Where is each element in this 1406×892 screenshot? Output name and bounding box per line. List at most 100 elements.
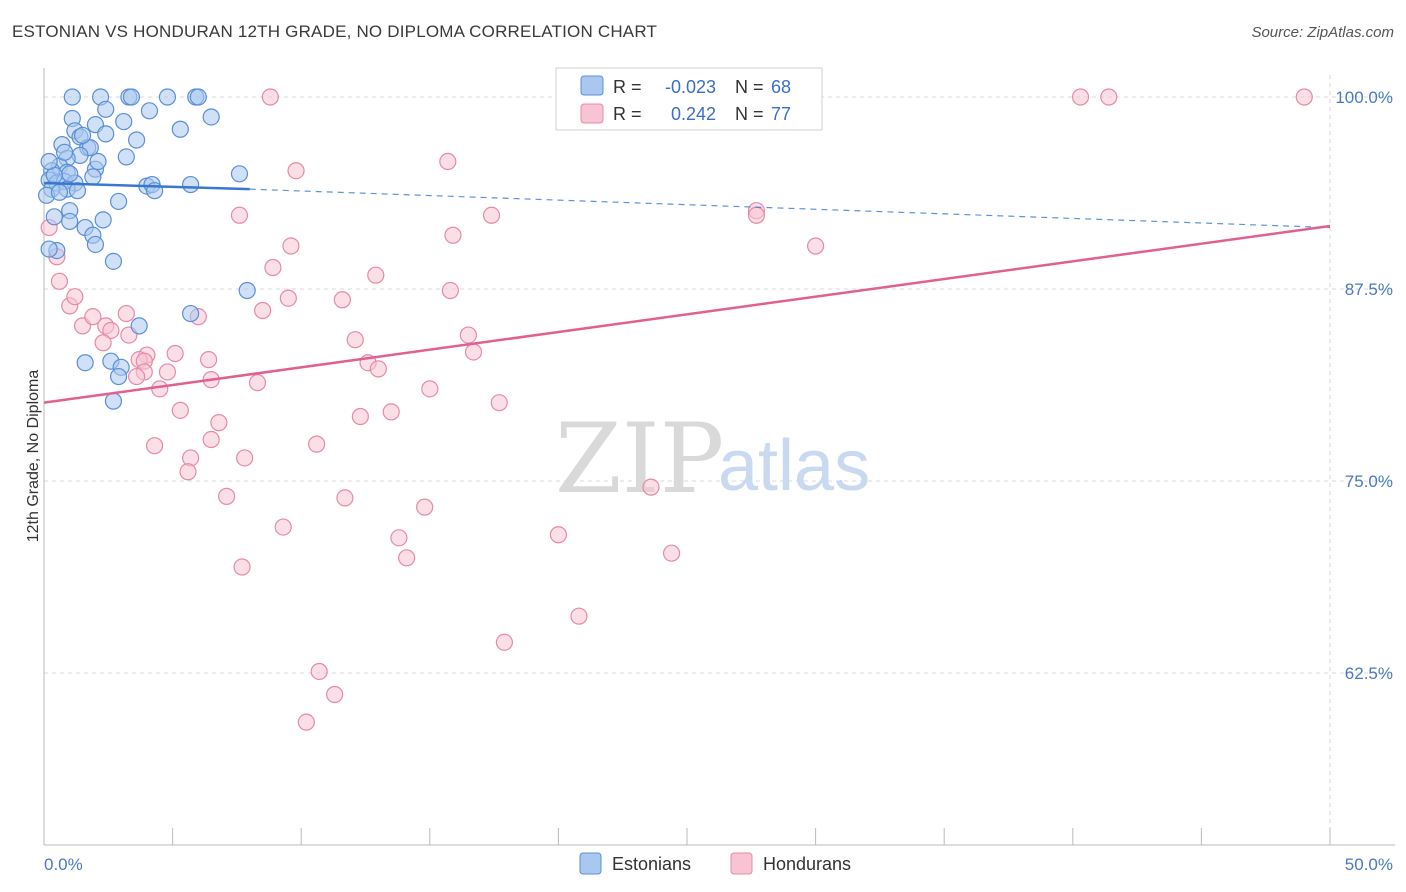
estonian-point-15 (97, 125, 115, 143)
bottom-legend-hondurans-swatch (730, 852, 753, 875)
honduran-point-63 (336, 489, 354, 507)
watermark: ZIP atlas (555, 403, 870, 515)
estonian-point-44 (40, 240, 58, 258)
estonian-point-4 (158, 88, 177, 106)
honduran-point-50 (490, 394, 508, 412)
legend-r-label-hondurans: R = (613, 104, 642, 124)
estonian-point-7 (97, 100, 115, 118)
honduran-point-8 (230, 206, 249, 224)
x-tick-label-0: 0.0% (44, 855, 83, 874)
honduran-point-3 (1071, 88, 1090, 106)
x-tick-labels: 0.0% 50.0% (44, 855, 1393, 874)
hondurans-swatch (580, 103, 604, 124)
chart-source: Source: ZipAtlas.com (1251, 24, 1394, 41)
chart-title: ESTONIAN VS HONDURAN 12TH GRADE, NO DIPL… (12, 22, 658, 41)
estonian-point-64 (40, 152, 58, 171)
y-tick-label-1: 75.0% (1345, 472, 1393, 491)
honduran-point-54 (210, 414, 228, 432)
honduran-point-49 (421, 380, 439, 398)
honduran-point-48 (151, 380, 169, 398)
honduran-point-75 (297, 713, 315, 731)
y-tick-label-3: 100.0% (1335, 88, 1393, 107)
estonian-point-66 (127, 131, 146, 149)
honduran-point-45 (127, 367, 146, 386)
honduran-point-39 (200, 351, 218, 369)
estonian-point-52 (109, 367, 128, 386)
honduran-point-25 (84, 308, 102, 326)
estonian-point-63 (84, 168, 102, 186)
honduran-point-13 (806, 237, 825, 255)
estonian-point-56 (73, 126, 92, 144)
honduran-point-59 (236, 449, 254, 467)
honduran-point-69 (662, 544, 681, 562)
honduran-point-72 (495, 633, 513, 651)
estonian-point-12 (115, 112, 133, 131)
estonian-point-3 (122, 88, 141, 106)
honduran-point-47 (248, 374, 267, 392)
estonian-point-0 (63, 88, 81, 106)
estonian-point-57 (55, 143, 74, 161)
honduran-point-9 (482, 206, 501, 224)
honduran-point-66 (549, 526, 568, 544)
y-axis-label: 12th Grade, No Diploma (25, 370, 42, 543)
estonian-point-59 (117, 148, 135, 166)
honduran-point-23 (66, 288, 84, 306)
legend-n-value-estonians: 68 (771, 77, 791, 97)
estonian-point-38 (45, 208, 63, 226)
honduran-point-4 (1100, 88, 1118, 106)
legend-r-value-hondurans: 0.242 (671, 104, 716, 124)
honduran-point-51 (171, 401, 189, 419)
estonian-point-13 (171, 120, 189, 138)
bottom-legend-hondurans-label: Hondurans (763, 854, 851, 874)
honduran-point-55 (202, 430, 220, 449)
honduran-point-16 (441, 281, 459, 300)
honduran-point-18 (333, 291, 351, 309)
estonian-point-58 (89, 152, 107, 171)
estonian-point-33 (182, 175, 200, 194)
legend-n-label-hondurans: N = (735, 104, 764, 124)
honduran-point-7 (287, 162, 305, 180)
honduran-point-68 (398, 549, 416, 567)
data-points (37, 88, 1313, 731)
legend-n-label-estonians: N = (735, 77, 764, 97)
honduran-point-64 (416, 498, 434, 516)
honduran-point-14 (264, 258, 282, 277)
honduran-point-44 (158, 363, 177, 381)
estonian-point-54 (61, 165, 79, 183)
bottom-legend-estonians-swatch (579, 852, 602, 875)
estonian-point-51 (76, 354, 94, 372)
legend-r-value-estonians: -0.023 (665, 77, 716, 97)
y-tick-label-0: 62.5% (1345, 664, 1393, 683)
honduran-point-0 (261, 88, 279, 106)
honduran-point-12 (282, 237, 300, 255)
honduran-point-67 (390, 529, 408, 547)
honduran-point-36 (166, 344, 184, 363)
hondurans-trend-line (43, 224, 1331, 404)
estonians-trend-line (43, 181, 250, 191)
estonian-point-53 (104, 392, 123, 410)
estonian-point-67 (61, 212, 79, 231)
estonians-trend-dashed (249, 188, 1331, 229)
estonian-point-62 (109, 192, 128, 211)
estonian-point-6 (189, 88, 207, 106)
honduran-point-35 (464, 343, 483, 361)
honduran-point-5 (1295, 88, 1313, 106)
bottom-legend-estonians-label: Estonians (612, 854, 691, 874)
honduran-point-15 (367, 266, 385, 284)
honduran-point-42 (369, 360, 387, 378)
estonian-point-26 (230, 165, 249, 183)
estonian-point-39 (94, 211, 112, 229)
honduran-point-34 (459, 326, 477, 344)
estonian-point-45 (104, 252, 123, 270)
honduran-point-57 (145, 437, 164, 455)
honduran-point-58 (182, 449, 200, 467)
axes (43, 68, 1395, 846)
x-tick-label-1: 50.0% (1345, 855, 1393, 874)
watermark-zip: ZIP (555, 403, 724, 515)
estonian-point-48 (130, 317, 148, 335)
honduran-point-60 (179, 463, 197, 481)
honduran-point-52 (382, 403, 400, 421)
y-tick-label-2: 87.5% (1345, 280, 1393, 299)
estonian-point-8 (140, 102, 159, 120)
